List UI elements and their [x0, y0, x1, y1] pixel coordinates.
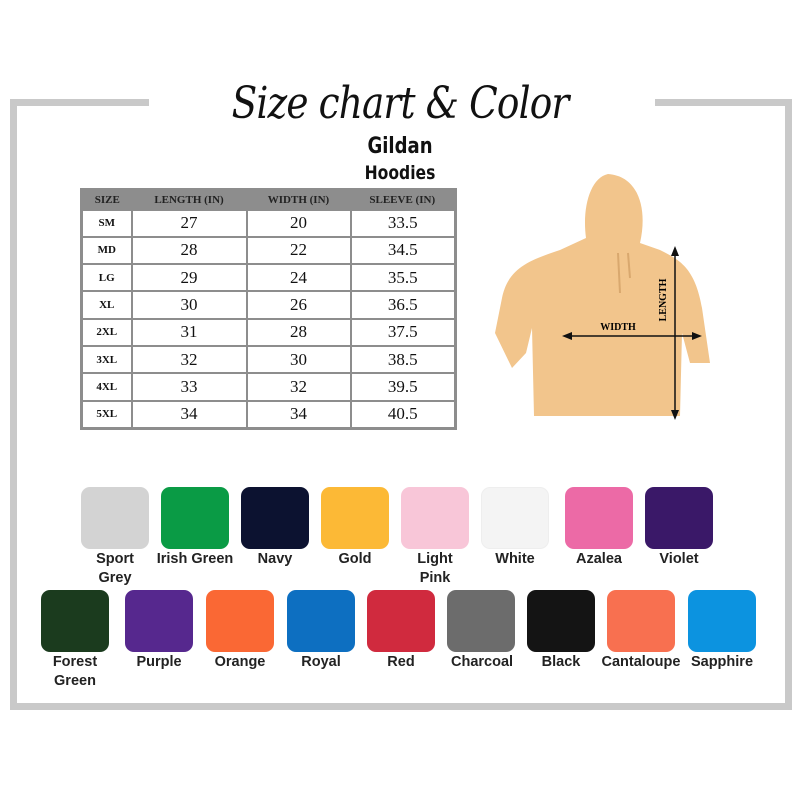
color-label: Royal	[301, 654, 341, 670]
measurement-cell: 34.5	[349, 235, 457, 266]
color-swatch	[527, 590, 595, 652]
color-swatch	[321, 487, 389, 549]
measurement-cell: 33.5	[349, 208, 457, 238]
size-table: SIZE LENGTH (IN) WIDTH (IN) SLEEVE (IN) …	[80, 188, 457, 430]
color-label: Forest Green	[52, 654, 98, 689]
table-row: 5XL 34 34 40.5	[80, 399, 457, 430]
color-label: Purple	[136, 654, 182, 670]
frame-top-left	[10, 99, 149, 106]
color-label: Sapphire	[690, 654, 754, 670]
column-header: LENGTH (IN)	[154, 193, 224, 206]
color-swatch	[287, 590, 355, 652]
color-label: Irish Green	[156, 551, 234, 567]
frame-left	[10, 99, 17, 710]
color-label: Cantaloupe	[601, 654, 681, 670]
color-label: Violet	[659, 551, 699, 567]
measurement-cell: 24	[245, 263, 352, 293]
measurement-cell: 39.5	[349, 372, 457, 402]
size-cell: 4XL	[80, 372, 133, 402]
color-swatch	[161, 487, 229, 549]
frame-bottom	[10, 703, 792, 710]
color-label: Azalea	[576, 551, 622, 567]
color-swatch	[607, 590, 675, 652]
measurement-cell: 20	[245, 208, 352, 238]
measurement-cell: 32	[130, 344, 248, 375]
column-header: WIDTH (IN)	[267, 193, 330, 206]
color-label: Gold	[338, 551, 372, 567]
product: Hoodies	[364, 162, 436, 184]
length-label: LENGTH	[658, 278, 669, 321]
color-swatch	[125, 590, 193, 652]
size-cell: MD	[80, 235, 133, 266]
color-swatch	[688, 590, 756, 652]
color-label: Red	[387, 654, 415, 670]
measurement-cell: 26	[245, 290, 352, 320]
measurement-cell: 28	[130, 235, 248, 266]
measurement-cell: 32	[245, 372, 352, 402]
color-label: Orange	[214, 654, 266, 670]
measurement-cell: 34	[130, 399, 248, 430]
size-cell: SM	[80, 208, 133, 238]
measurement-cell: 27	[130, 208, 248, 238]
size-cell: 5XL	[80, 399, 133, 430]
measurement-cell: 30	[245, 344, 352, 375]
table-row: MD 28 22 34.5	[80, 235, 457, 266]
color-swatch	[241, 487, 309, 549]
table-row: 2XL 31 28 37.5	[80, 317, 457, 347]
color-swatch	[206, 590, 274, 652]
color-swatch	[401, 487, 469, 549]
measurement-cell: 33	[130, 372, 248, 402]
size-cell: 2XL	[80, 317, 133, 347]
measurement-cell: 29	[130, 263, 248, 293]
table-row: LG 29 24 35.5	[80, 263, 457, 293]
measurement-cell: 36.5	[349, 290, 457, 320]
table-row: 4XL 33 32 39.5	[80, 372, 457, 402]
table-row: SM 27 20 33.5	[80, 208, 457, 238]
color-swatch	[447, 590, 515, 652]
measurement-cell: 22	[245, 235, 352, 266]
column-header: SLEEVE (IN)	[369, 193, 436, 206]
color-label: Charcoal	[451, 654, 514, 670]
color-label: Sport Grey	[96, 551, 134, 586]
measurement-cell: 35.5	[349, 263, 457, 293]
brand: Gildan	[367, 134, 433, 159]
color-label: White	[495, 551, 535, 567]
color-swatch	[645, 487, 713, 549]
measurement-cell: 37.5	[349, 317, 457, 347]
color-label: Navy	[257, 551, 293, 567]
size-cell: 3XL	[80, 344, 133, 375]
measurement-cell: 34	[245, 399, 352, 430]
width-label: WIDTH	[600, 322, 636, 333]
color-label: Black	[541, 654, 581, 670]
page-title: Size chart & Color	[231, 78, 570, 129]
table-row: 3XL 32 30 38.5	[80, 344, 457, 375]
color-label: Light Pink	[417, 551, 453, 586]
hoodie-icon	[495, 174, 710, 416]
measurement-cell: 31	[130, 317, 248, 347]
table-row: XL 30 26 36.5	[80, 290, 457, 320]
color-swatch	[81, 487, 149, 549]
measurement-cell: 38.5	[349, 344, 457, 375]
color-swatch	[565, 487, 633, 549]
column-header: SIZE	[94, 193, 120, 206]
frame-right	[785, 99, 792, 710]
hoodie-diagram: WIDTH LENGTH	[495, 174, 710, 420]
size-cell: XL	[80, 290, 133, 320]
frame-top-right	[655, 99, 792, 106]
size-cell: LG	[80, 263, 133, 293]
color-swatch	[367, 590, 435, 652]
table-header: SIZE LENGTH (IN) WIDTH (IN) SLEEVE (IN)	[82, 190, 456, 210]
measurement-cell: 28	[245, 317, 352, 347]
measurement-cell: 40.5	[349, 399, 457, 430]
color-swatch	[41, 590, 109, 652]
measurement-cell: 30	[130, 290, 248, 320]
color-swatch	[481, 487, 549, 549]
